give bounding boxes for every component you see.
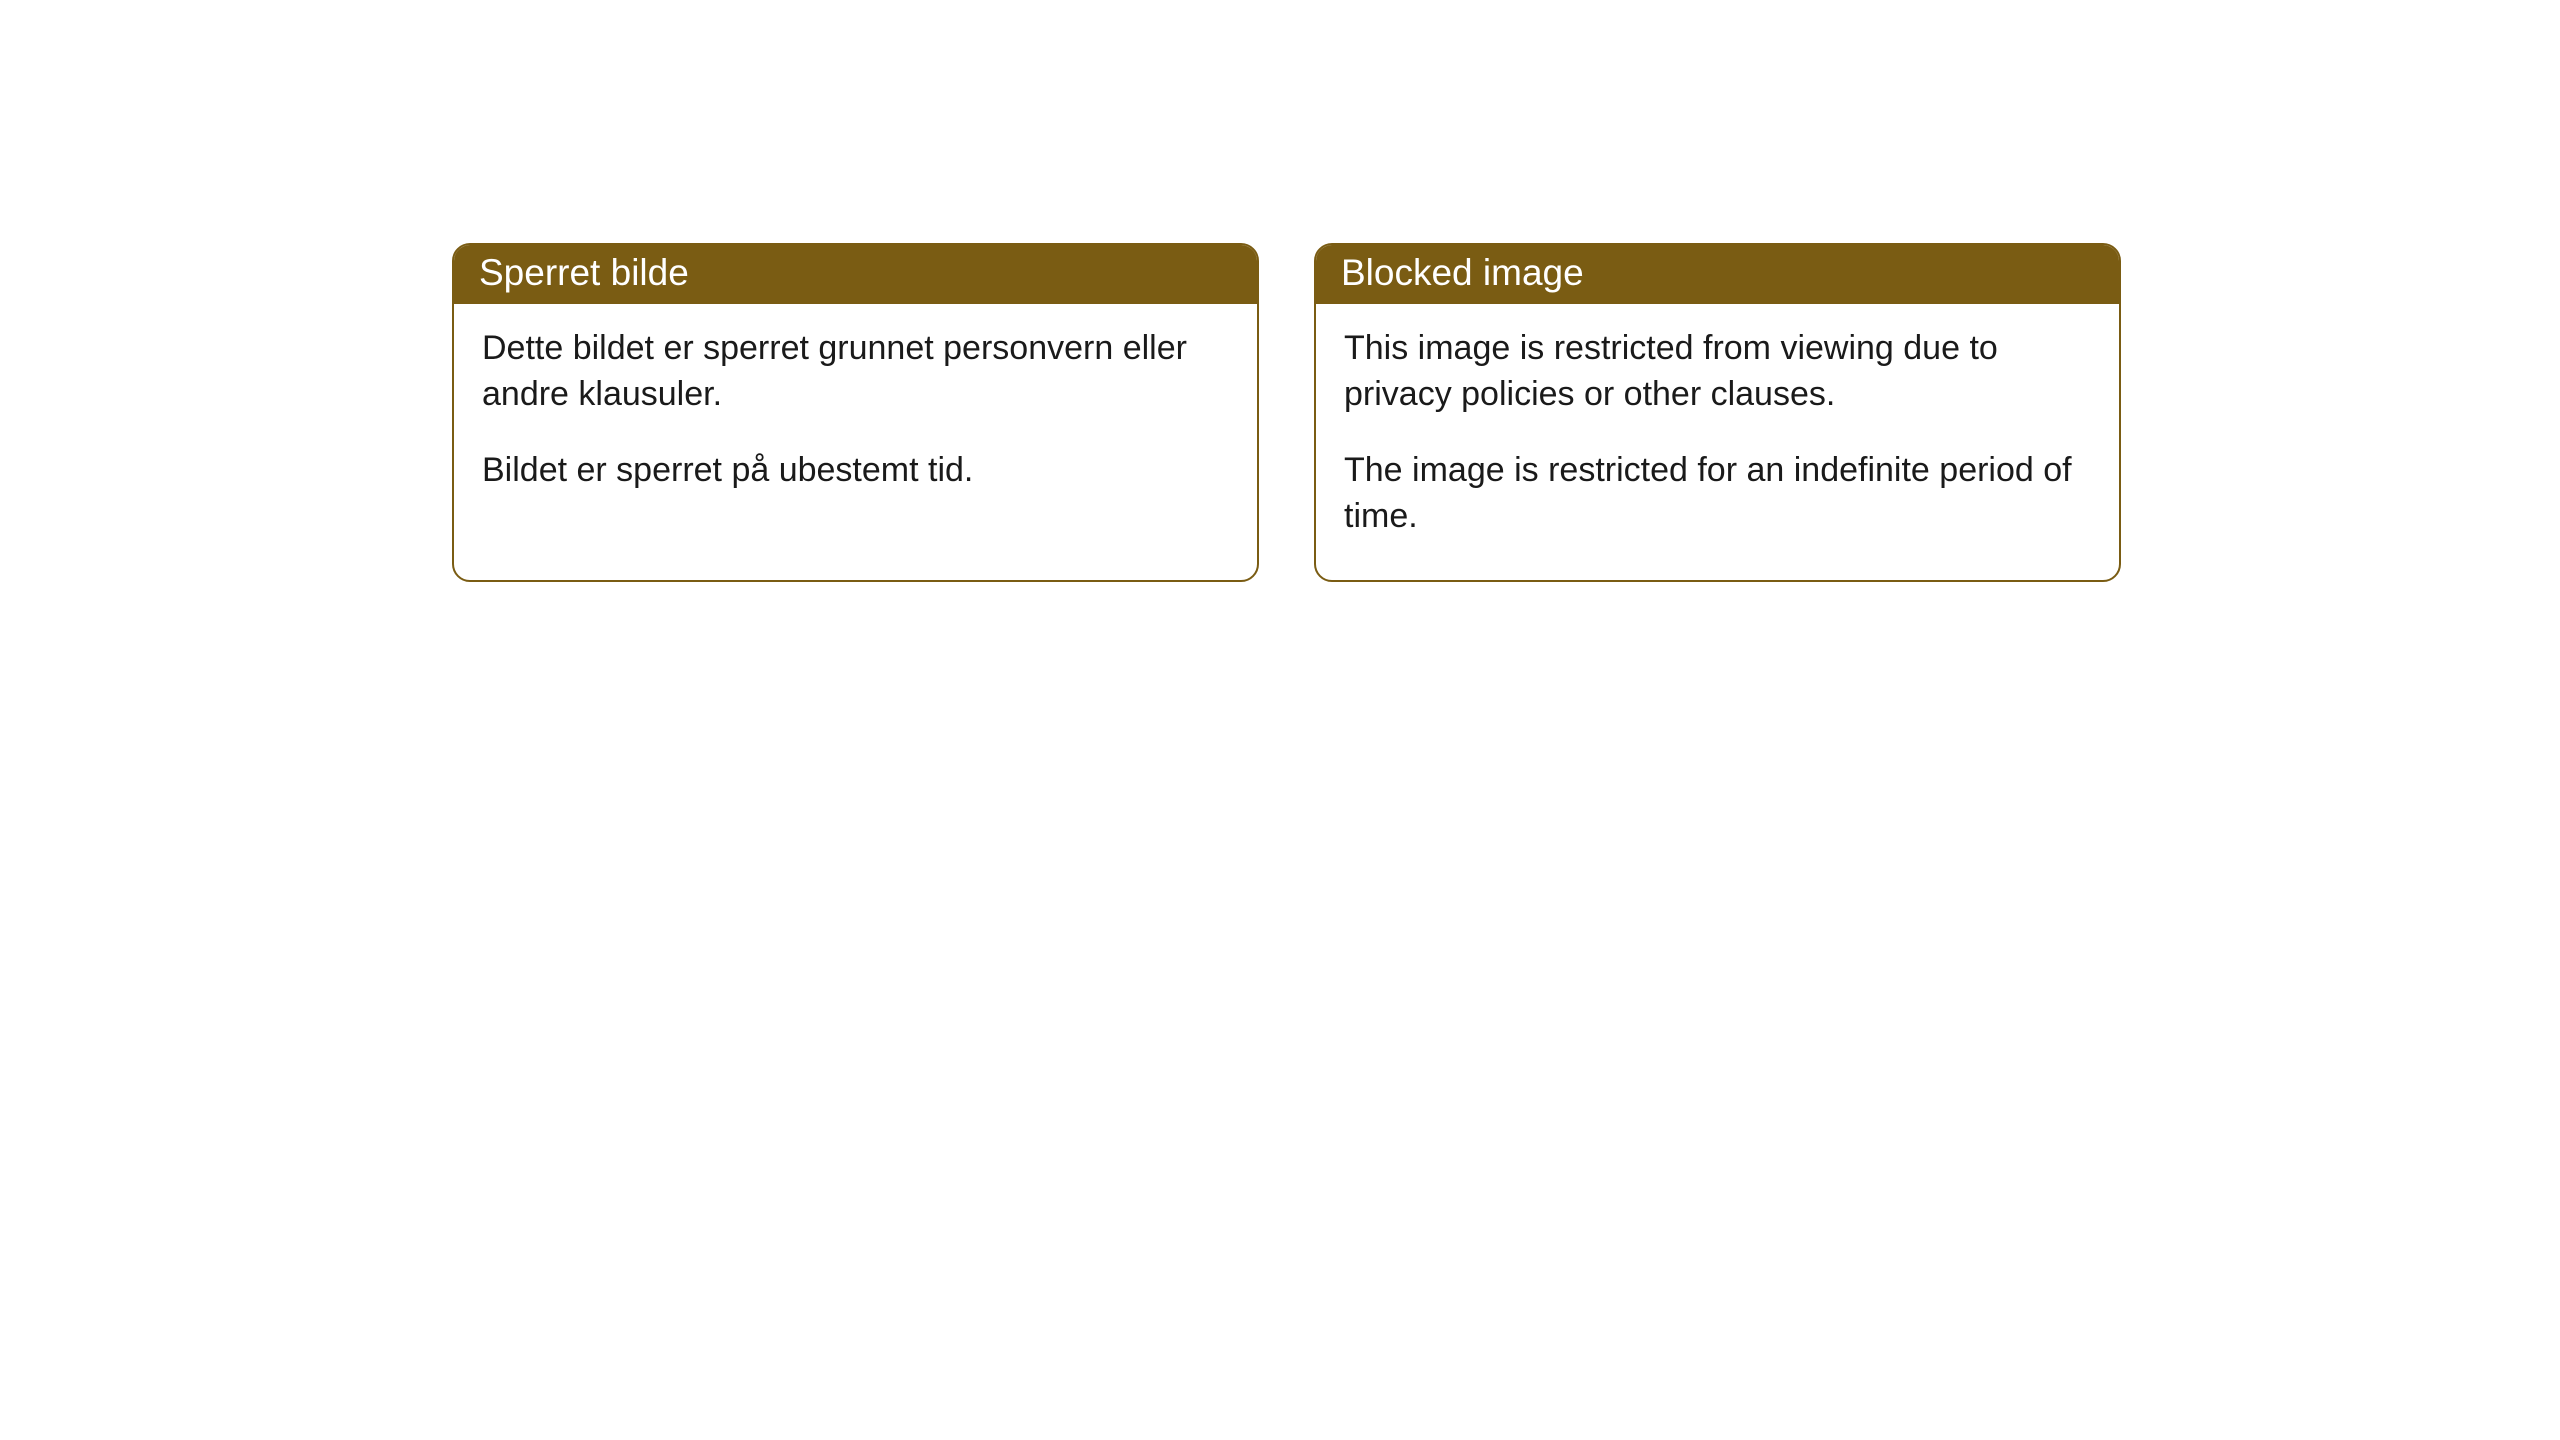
blocked-image-card-norwegian: Sperret bilde Dette bildet er sperret gr… bbox=[452, 243, 1259, 582]
card-header-title: Sperret bilde bbox=[454, 245, 1257, 304]
card-body: This image is restricted from viewing du… bbox=[1316, 304, 2119, 580]
card-description-1: Dette bildet er sperret grunnet personve… bbox=[482, 326, 1229, 418]
card-description-2: The image is restricted for an indefinit… bbox=[1344, 448, 2091, 540]
blocked-image-card-english: Blocked image This image is restricted f… bbox=[1314, 243, 2121, 582]
notice-cards-container: Sperret bilde Dette bildet er sperret gr… bbox=[452, 243, 2121, 582]
card-description-2: Bildet er sperret på ubestemt tid. bbox=[482, 448, 1229, 494]
card-header-title: Blocked image bbox=[1316, 245, 2119, 304]
card-body: Dette bildet er sperret grunnet personve… bbox=[454, 304, 1257, 534]
card-description-1: This image is restricted from viewing du… bbox=[1344, 326, 2091, 418]
